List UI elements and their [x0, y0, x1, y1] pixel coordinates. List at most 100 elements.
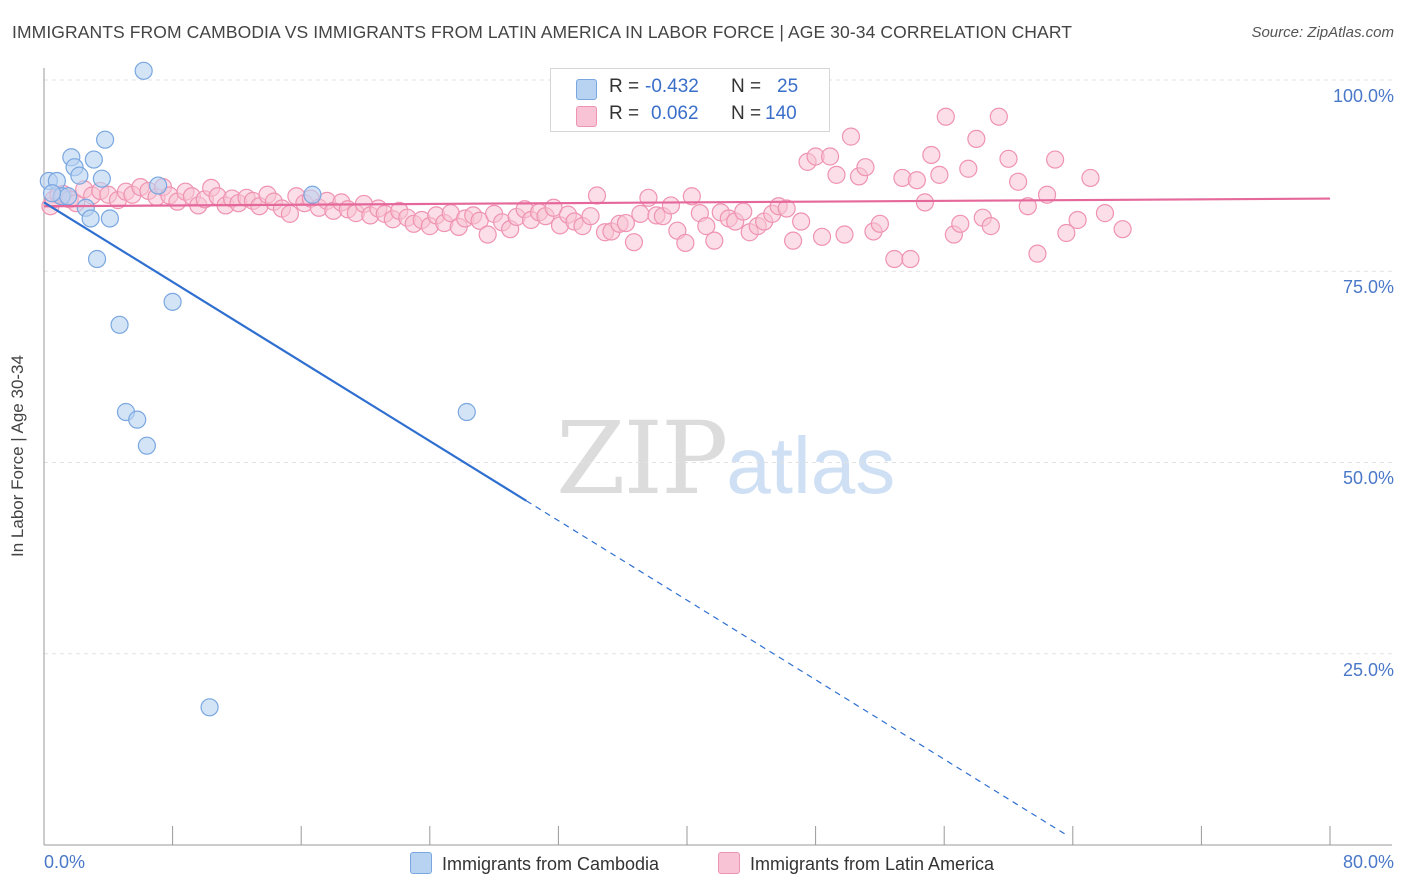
correlation-legend: R = -0.432 N = 25 R = 0.062 N = 140 — [550, 68, 830, 132]
latin-america-point — [922, 145, 941, 165]
legend-n-value: 25 — [777, 76, 799, 97]
latin-america-point — [470, 211, 489, 230]
latin-america-point — [930, 165, 949, 184]
latin-swatch — [576, 106, 597, 127]
latin-america-point — [1081, 168, 1100, 188]
latin-america-point — [1113, 220, 1132, 239]
cambodia-point — [137, 436, 156, 455]
legend-row-latin: R = 0.062 N = 140 — [551, 103, 829, 127]
latin-america-point — [827, 165, 846, 184]
cambodia-point — [303, 185, 322, 204]
legend-r-value: 0.062 — [651, 103, 699, 124]
latin-america-trend-line — [43, 197, 1331, 208]
latin-america-point — [901, 249, 920, 269]
cambodia-point — [81, 209, 100, 228]
latin-america-point — [1009, 172, 1028, 191]
bottom-legend-cambodia: Immigrants from Cambodia — [410, 852, 659, 875]
latin-america-point — [981, 217, 1000, 236]
latin-america-point — [697, 217, 716, 236]
latin-america-point — [1037, 185, 1057, 204]
axes — [43, 68, 1392, 846]
latin-america-point — [812, 227, 832, 246]
latin-america-point — [682, 187, 701, 206]
latin-america-point — [581, 207, 600, 226]
cambodia-point — [149, 176, 168, 195]
cambodia-trend-line — [43, 201, 527, 502]
latin-america-point — [661, 196, 681, 215]
latin-legend-swatch — [718, 852, 740, 874]
cambodia-series — [39, 61, 476, 717]
latin-america-point — [783, 231, 803, 250]
legend-row-cambodia: R = -0.432 N = 25 — [551, 76, 829, 100]
cambodia-point — [87, 249, 107, 269]
latin-america-point — [841, 127, 861, 146]
latin-america-point — [1018, 197, 1037, 216]
source-credit: Source: ZipAtlas.com — [1251, 24, 1394, 41]
legend-r-label: R = — [609, 76, 640, 97]
latin-america-point — [624, 233, 644, 252]
latin-america-point — [951, 214, 970, 233]
cambodia-point — [134, 61, 153, 80]
chart-title: IMMIGRANTS FROM CAMBODIA VS IMMIGRANTS F… — [12, 22, 1073, 42]
cambodia-point — [163, 292, 182, 311]
latin-america-point — [959, 159, 978, 178]
grid-lines — [44, 79, 1392, 655]
latin-america-point — [616, 213, 636, 233]
y-axis-label: In Labor Force | Age 30-34 — [8, 355, 27, 557]
cambodia-point — [59, 187, 78, 206]
latin-america-point — [820, 147, 840, 166]
legend-n-label: N = — [731, 76, 762, 97]
latin-america-point — [587, 186, 607, 205]
cambodia-point — [100, 209, 120, 228]
cambodia-swatch — [576, 79, 597, 100]
latin-america-point — [936, 107, 955, 126]
latin-america-point — [705, 231, 724, 250]
x-tick-label-max: 80.0% — [1342, 852, 1394, 872]
cambodia-point — [84, 150, 103, 169]
latin-america-point — [967, 129, 986, 149]
latin-america-point — [734, 202, 753, 221]
y-tick-label-25: 25.0% — [1342, 660, 1394, 680]
cambodia-point — [70, 166, 89, 185]
watermark: ZIPatlas — [556, 400, 895, 517]
latin-america-point — [856, 158, 875, 177]
latin-america-point — [999, 149, 1018, 168]
legend-n-value: 140 — [765, 103, 797, 124]
legend-n-label: N = — [731, 103, 762, 124]
cambodia-point — [110, 315, 129, 334]
latin-america-point — [907, 171, 926, 190]
cambodia-point — [95, 130, 115, 149]
cambodia-point — [128, 410, 147, 429]
latin-america-point — [1068, 210, 1087, 230]
latin-america-point — [478, 225, 497, 244]
latin-america-point — [885, 249, 904, 269]
latin-america-point — [1046, 150, 1065, 169]
cambodia-trend-extension — [525, 500, 1066, 835]
y-tick-label-100: 100.0% — [1332, 86, 1394, 106]
latin-america-point — [1057, 223, 1076, 243]
latin-america-point — [792, 212, 811, 231]
y-tick-label-75: 75.0% — [1342, 277, 1394, 297]
latin-america-point — [915, 193, 935, 212]
latin-america-point — [280, 204, 300, 223]
latin-america-point — [777, 199, 796, 218]
watermark-zip: ZIP — [556, 400, 728, 517]
cambodia-point — [42, 184, 62, 203]
watermark-atlas: atlas — [726, 421, 896, 510]
latin-america-point — [989, 107, 1008, 126]
latin-america-point — [1095, 204, 1115, 223]
y-tick-label-50: 50.0% — [1342, 468, 1394, 488]
latin-america-point — [631, 204, 650, 223]
latin-america-series — [41, 107, 1132, 269]
latin-america-point — [835, 225, 854, 244]
latin-legend-label: Immigrants from Latin America — [750, 854, 995, 874]
latin-america-point — [676, 233, 695, 253]
cambodia-point — [92, 169, 111, 188]
cambodia-legend-label: Immigrants from Cambodia — [442, 854, 660, 874]
trend-lines — [43, 197, 1331, 835]
legend-r-label: R = — [609, 103, 640, 124]
cambodia-point — [200, 698, 219, 717]
cambodia-point — [457, 402, 476, 422]
bottom-legend-latin: Immigrants from Latin America — [718, 852, 994, 875]
